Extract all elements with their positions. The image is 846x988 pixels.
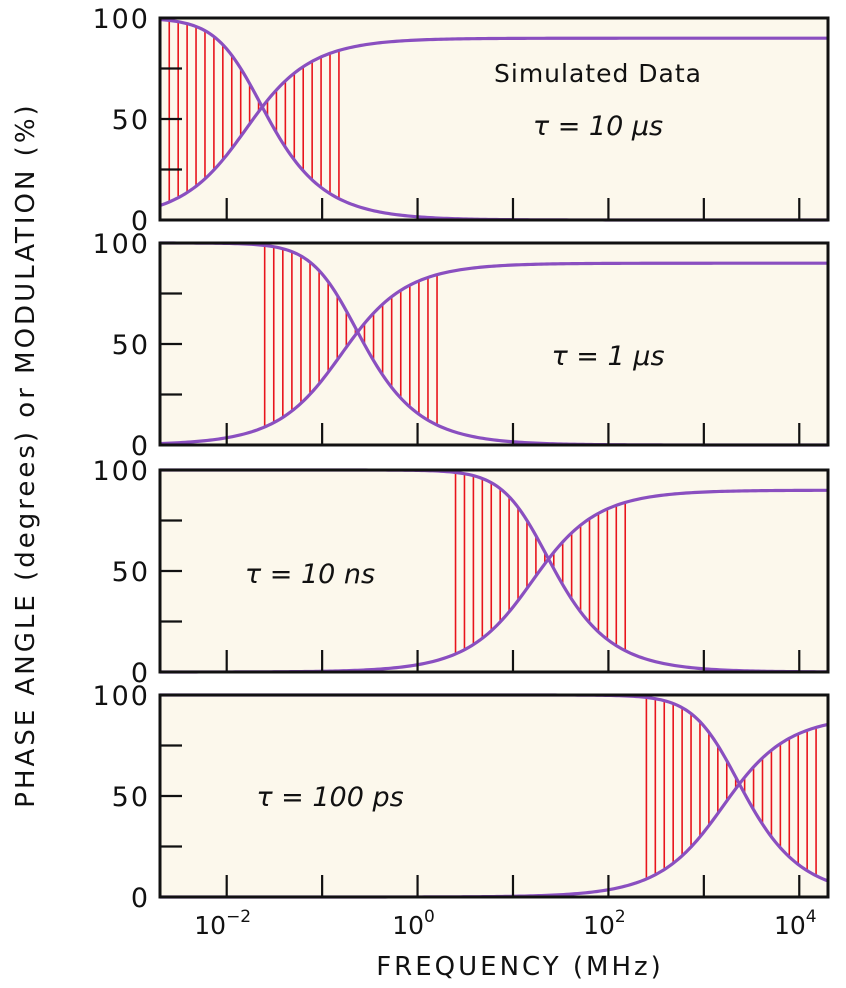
x-tick-label-exponent: 0 [424, 907, 435, 927]
panel-1: 0 50 100 Simulated Data τ = 10 μs [92, 4, 830, 237]
y-axis-title: PHASE ANGLE (degrees) or MODULATION (%) [11, 102, 41, 807]
phase-curve [159, 36, 828, 208]
x-axis-title: FREQUENCY (MHz) [376, 952, 664, 982]
y-tick-label: 100 [92, 229, 150, 260]
x-tick-label: 10−2 [194, 907, 251, 940]
panels: 0 50 100 Simulated Data τ = 10 μs 0 50 100 τ = 1… [92, 4, 830, 914]
panel-3: 0 50 100 τ = 10 ns [92, 456, 830, 689]
x-tick-label-exponent: 2 [615, 907, 626, 927]
phase-curve [159, 261, 828, 446]
x-tick-label-base: 10 [774, 911, 806, 940]
y-tick-label: 50 [112, 105, 150, 136]
x-tick-label: 100 [392, 907, 435, 940]
x-tick-label-exponent: 4 [806, 907, 817, 927]
y-tick-label: 50 [112, 782, 150, 813]
panel-background [160, 470, 828, 672]
panel-background [160, 243, 828, 445]
panel-2: 0 50 100 τ = 1 μs [92, 229, 830, 462]
y-tick-label: 0 [131, 206, 150, 237]
y-tick-label: 100 [92, 681, 150, 712]
x-tick-label-exponent: −2 [226, 907, 251, 927]
hatch-lines [645, 697, 817, 879]
y-tick-label: 50 [112, 330, 150, 361]
panel-background [160, 18, 828, 220]
lifetime-label: τ = 10 μs [533, 111, 663, 142]
y-tick-label: 100 [92, 456, 150, 487]
x-tick-label: 102 [583, 907, 626, 940]
x-tick-label: 104 [774, 907, 817, 940]
hatch-lines [263, 245, 438, 427]
y-tick-label: 100 [92, 4, 150, 35]
lifetime-label: τ = 1 μs [551, 341, 664, 372]
x-tick-label-base: 10 [583, 911, 615, 940]
panel-4: 0 50 100 τ = 100 ps [92, 681, 830, 914]
hatch-lines [454, 472, 627, 654]
lifetime-label: τ = 100 ps [256, 782, 403, 813]
panel-background [160, 695, 828, 897]
hatch-lines [168, 20, 340, 202]
panel-title: Simulated Data [494, 59, 702, 88]
y-tick-label: 0 [131, 431, 150, 462]
y-tick-label: 0 [131, 883, 150, 914]
x-tick-labels: 10−2 100 102 104 [194, 907, 816, 940]
lifetime-label: τ = 10 ns [245, 559, 375, 590]
y-tick-label: 50 [112, 557, 150, 588]
x-tick-label-base: 10 [392, 911, 424, 940]
x-tick-label-base: 10 [194, 911, 226, 940]
y-tick-label: 0 [131, 658, 150, 689]
